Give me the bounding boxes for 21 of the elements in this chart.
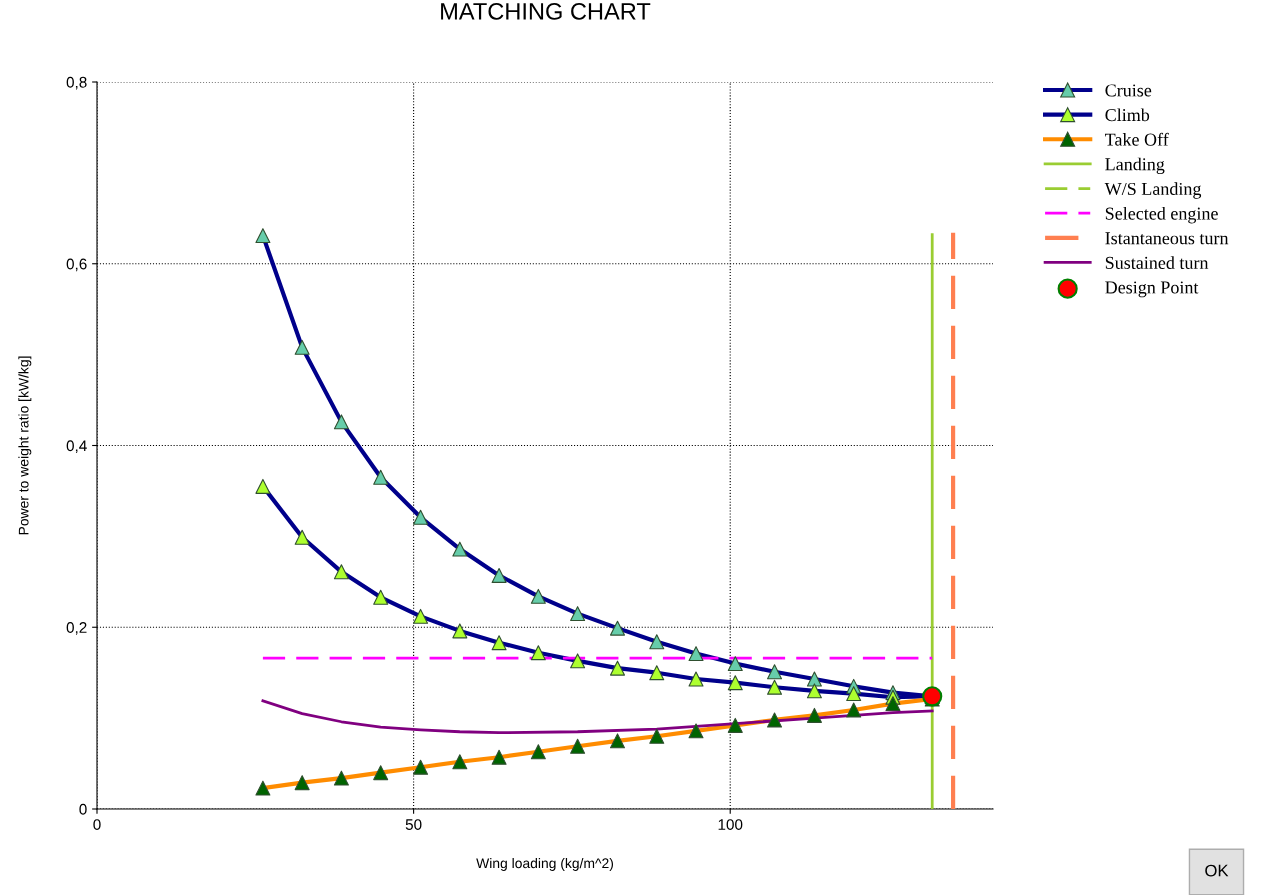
y-tick-label: 0,4: [66, 440, 87, 453]
y-axis-title: Power to weight ratio [kW/kg]: [18, 356, 32, 535]
legend-label: Istantaneous turn: [1105, 232, 1229, 245]
y-tick-label: 0: [79, 803, 87, 815]
legend-label: Cruise: [1105, 84, 1152, 97]
text: OK: [1205, 864, 1229, 877]
x-tick-label: 50: [405, 819, 422, 830]
y-tick-label: 0,8: [66, 76, 87, 90]
x-tick-label: 0: [93, 819, 101, 830]
y-tick-label: 0,2: [66, 622, 87, 635]
legend-label: Climb: [1105, 108, 1150, 122]
x-axis-title: Wing loading (kg/m^2): [476, 857, 614, 871]
legend-label: Take Off: [1105, 132, 1169, 146]
y-tick-label: 0,6: [66, 258, 87, 272]
legend-label: Selected engine: [1105, 206, 1218, 224]
legend-label: Sustained turn: [1105, 256, 1209, 269]
x-tick-label: 100: [718, 819, 743, 830]
legend-label: W/S Landing: [1104, 182, 1202, 199]
legend-label: Landing: [1105, 157, 1165, 175]
legend-label: Design Point: [1105, 281, 1199, 298]
chart-title: MATCHING CHART: [441, 3, 651, 20]
